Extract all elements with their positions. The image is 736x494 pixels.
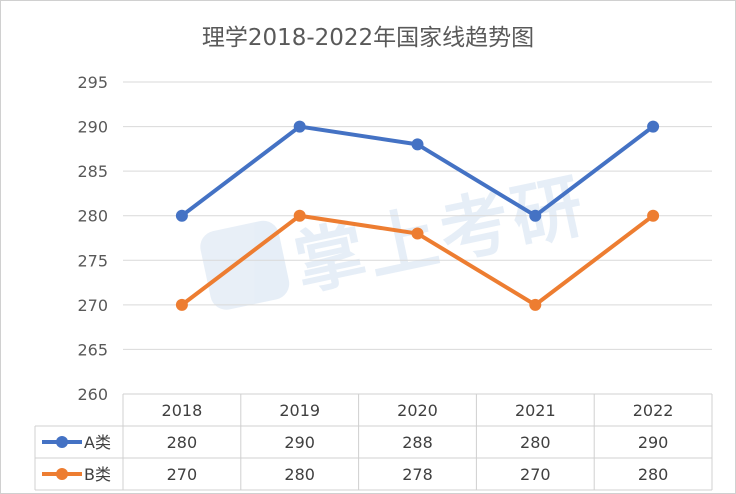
data-point [293,120,306,133]
y-tick-label: 280 [77,207,108,226]
legend-label: B类 [84,465,111,484]
x-tick-label: 2018 [162,401,203,420]
data-point [529,209,542,222]
data-point [411,138,424,151]
data-table-value: 280 [167,433,198,452]
legend-label: A类 [84,433,111,452]
data-table-value: 270 [167,465,198,484]
data-point [647,209,660,222]
data-point [175,209,188,222]
y-tick-label: 275 [77,251,108,270]
chart-title: 理学2018-2022年国家线趋势图 [201,25,535,51]
y-tick-label: 290 [77,118,108,137]
data-table-value: 278 [402,465,433,484]
legend-key-marker [56,468,68,480]
data-point [175,298,188,311]
data-table-value: 288 [402,433,433,452]
x-tick-label: 2022 [633,401,674,420]
data-table-value: 280 [520,433,551,452]
data-point [293,209,306,222]
y-tick-label: 270 [77,296,108,315]
y-tick-label: 295 [77,73,108,92]
x-tick-label: 2021 [515,401,556,420]
data-table-value: 290 [284,433,315,452]
data-table-value: 290 [638,433,669,452]
x-tick-label: 2020 [397,401,438,420]
legend-key-marker [56,436,68,448]
data-table-value: 280 [284,465,315,484]
data-point [647,120,660,133]
data-point [411,227,424,240]
y-tick-label: 285 [77,162,108,181]
y-tick-label: 265 [77,340,108,359]
data-table-value: 280 [638,465,669,484]
data-point [529,298,542,311]
x-tick-label: 2019 [279,401,320,420]
y-tick-label: 260 [77,385,108,404]
data-table-value: 270 [520,465,551,484]
